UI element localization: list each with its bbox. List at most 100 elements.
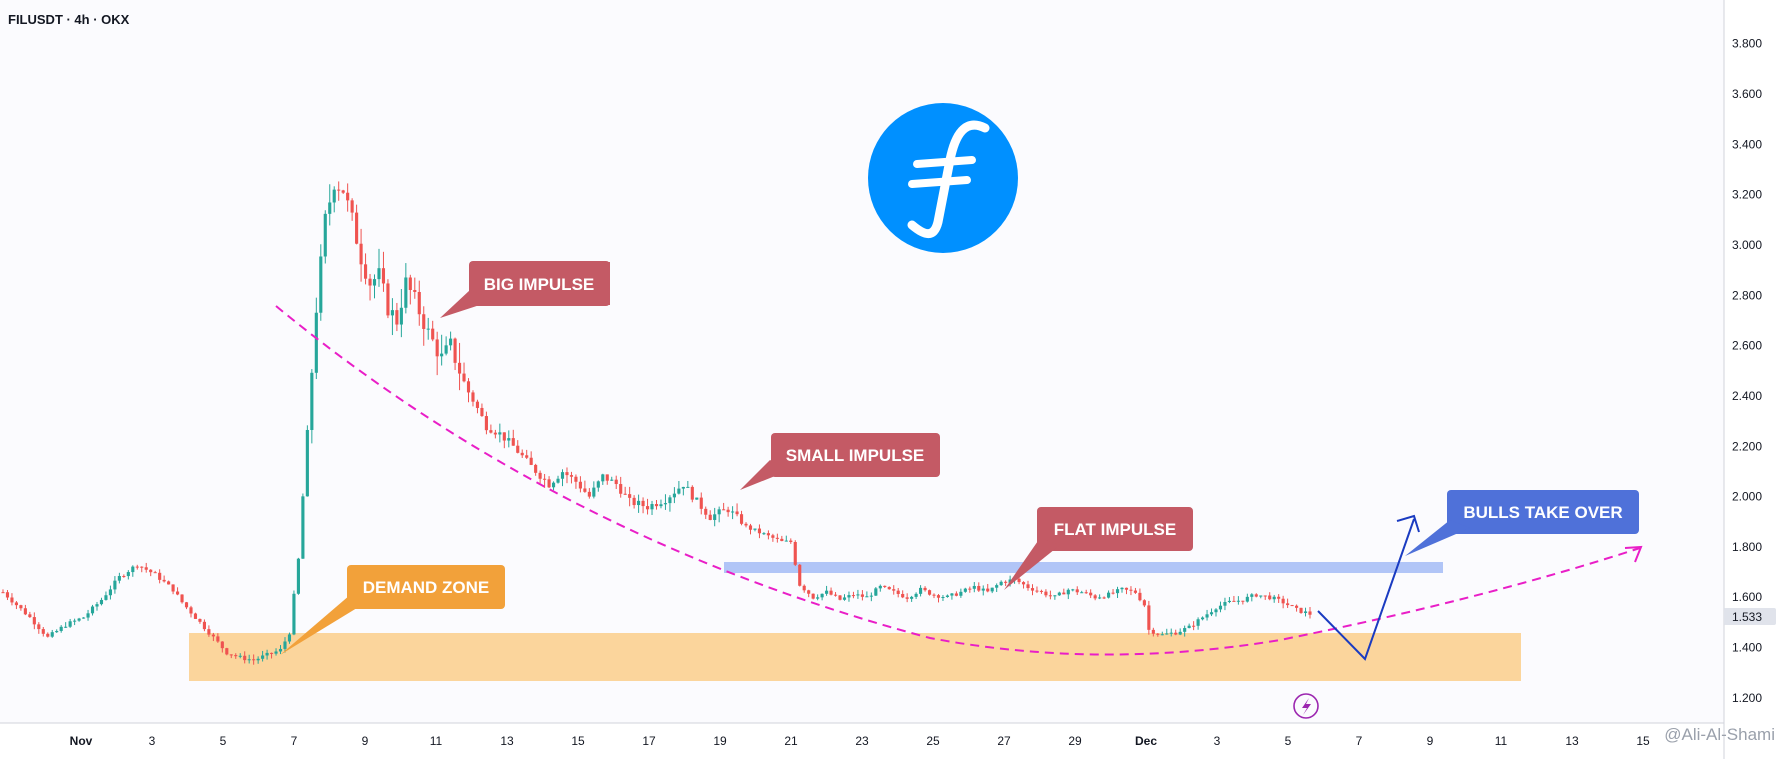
candle-body bbox=[346, 192, 350, 201]
candle-body bbox=[220, 641, 224, 649]
candle-body bbox=[444, 345, 448, 354]
price-tick-label: 1.600 bbox=[1732, 590, 1762, 604]
candle-body bbox=[278, 648, 283, 652]
candle-body bbox=[216, 636, 220, 642]
candle-body bbox=[108, 589, 112, 596]
candle-body bbox=[1178, 631, 1182, 635]
candle-body bbox=[601, 474, 605, 482]
time-tick-label: 27 bbox=[997, 734, 1011, 748]
candle-body bbox=[713, 514, 717, 520]
projection-arrow bbox=[1317, 518, 1415, 661]
candle-body bbox=[363, 264, 368, 279]
small-impulse-label: SMALL IMPULSE bbox=[786, 446, 925, 465]
candle-body bbox=[1254, 594, 1258, 597]
candle-body bbox=[842, 597, 847, 600]
candle-body bbox=[301, 496, 305, 559]
candle-body bbox=[798, 564, 802, 586]
candle-body bbox=[32, 617, 36, 625]
candle-body bbox=[860, 594, 864, 597]
candle-body bbox=[149, 569, 153, 573]
candle-body bbox=[23, 608, 27, 615]
candle-body bbox=[466, 381, 471, 393]
candle-body bbox=[95, 604, 99, 607]
demand-zone-callout[interactable]: DEMAND ZONE bbox=[280, 565, 505, 655]
candle-body bbox=[766, 533, 770, 536]
candle-body bbox=[413, 289, 417, 292]
candle-body bbox=[668, 497, 672, 504]
price-tick-label: 2.800 bbox=[1732, 288, 1762, 302]
candle-body bbox=[82, 617, 86, 619]
candle-body bbox=[225, 648, 229, 655]
candle-body bbox=[314, 312, 318, 373]
candle-body bbox=[708, 514, 712, 520]
candle-body bbox=[64, 626, 68, 628]
time-tick-label: 19 bbox=[713, 734, 727, 748]
candle-body bbox=[292, 593, 296, 635]
candle-body bbox=[198, 618, 202, 622]
candle-body bbox=[775, 537, 779, 539]
candle-body bbox=[238, 655, 242, 657]
candle-body bbox=[878, 585, 882, 589]
candle-body bbox=[1272, 596, 1276, 600]
time-axis-panel[interactable] bbox=[0, 723, 1724, 759]
candle-body bbox=[923, 587, 927, 591]
candle-body bbox=[847, 595, 851, 598]
candle-body bbox=[941, 597, 945, 599]
candle-body bbox=[856, 594, 860, 596]
big-impulse-callout[interactable]: BIG IMPULSE bbox=[440, 261, 610, 318]
candle-body bbox=[202, 621, 206, 630]
candle-body bbox=[784, 540, 788, 542]
candle-body bbox=[529, 457, 533, 465]
lightning-icon[interactable] bbox=[1293, 693, 1319, 719]
candle-body bbox=[1035, 590, 1039, 592]
candle-body bbox=[453, 338, 457, 363]
candle-body bbox=[328, 202, 332, 214]
candle-body bbox=[1089, 592, 1093, 596]
time-tick-label: 13 bbox=[1565, 734, 1579, 748]
candle-body bbox=[869, 595, 873, 597]
candle-body bbox=[507, 438, 511, 441]
candle-body bbox=[265, 652, 269, 656]
candle-body bbox=[1071, 589, 1075, 591]
candle-body bbox=[408, 277, 412, 290]
candle-body bbox=[207, 629, 211, 635]
candle-body bbox=[735, 511, 739, 515]
time-tick-label: 29 bbox=[1068, 734, 1082, 748]
candle-body bbox=[744, 523, 748, 526]
candle-body bbox=[757, 528, 762, 534]
bulls-take-over-callout[interactable]: BULLS TAKE OVER bbox=[1405, 490, 1639, 556]
candle-body bbox=[229, 654, 233, 656]
time-tick-label: 5 bbox=[220, 734, 227, 748]
candle-body bbox=[583, 488, 587, 492]
candle-body bbox=[1286, 603, 1290, 606]
price-axis-panel[interactable] bbox=[1724, 0, 1789, 759]
candle-body bbox=[1066, 589, 1070, 595]
rounding-bottom-curve bbox=[275, 305, 1641, 656]
candle-body bbox=[10, 597, 14, 603]
price-tick-label: 3.600 bbox=[1732, 87, 1762, 101]
candle-body bbox=[874, 588, 878, 596]
candle-body bbox=[1021, 582, 1026, 585]
candle-body bbox=[1080, 592, 1084, 594]
candle-body bbox=[46, 633, 50, 637]
candle-body bbox=[1174, 632, 1178, 635]
candle-body bbox=[1147, 605, 1151, 630]
candle-body bbox=[556, 478, 560, 483]
candle-body bbox=[977, 585, 981, 591]
candle-body bbox=[50, 632, 54, 637]
candle-body bbox=[663, 503, 668, 505]
flat-impulse-callout[interactable]: FLAT IMPULSE bbox=[1004, 507, 1193, 590]
candle-body bbox=[695, 497, 699, 500]
candle-body bbox=[596, 481, 600, 488]
candle-body bbox=[807, 590, 811, 594]
candle-body bbox=[578, 481, 582, 489]
small-impulse-callout[interactable]: SMALL IMPULSE bbox=[740, 433, 940, 490]
candle-body bbox=[1268, 595, 1272, 600]
time-tick-label: 21 bbox=[784, 734, 798, 748]
candle-body bbox=[838, 595, 842, 600]
time-tick-label: 15 bbox=[1636, 734, 1650, 748]
time-tick-label: 13 bbox=[500, 734, 514, 748]
candle-body bbox=[73, 620, 77, 622]
time-tick-label: 7 bbox=[291, 734, 298, 748]
